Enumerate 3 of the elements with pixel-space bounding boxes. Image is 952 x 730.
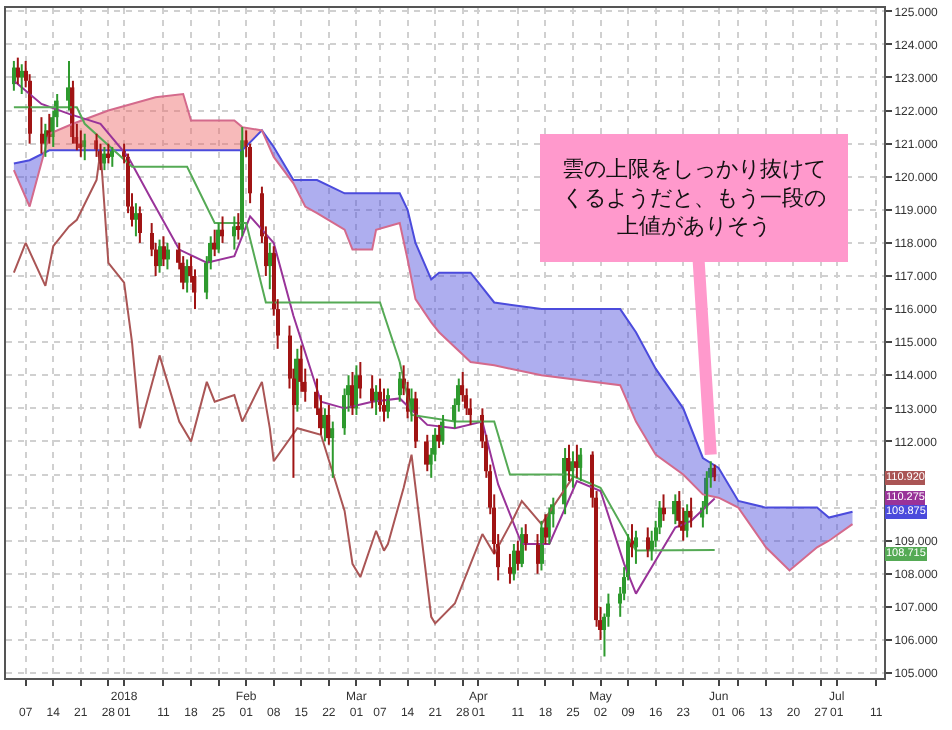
line-series xyxy=(12,129,854,519)
annotation: 雲の上限をしっかり抜けてくるようだと、もう一段の上値がありそう xyxy=(562,156,826,240)
line-series xyxy=(12,93,854,572)
